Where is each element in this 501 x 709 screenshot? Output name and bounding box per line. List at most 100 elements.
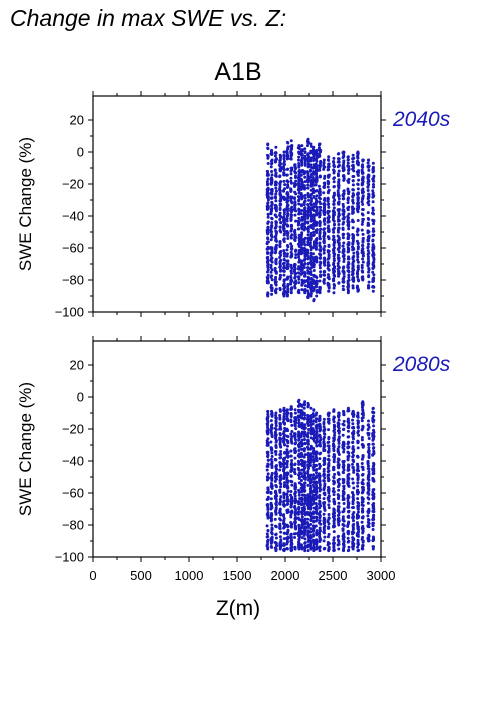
data-point	[297, 250, 301, 254]
data-point	[319, 253, 323, 257]
data-point	[299, 248, 303, 252]
data-point	[266, 455, 270, 459]
data-point	[366, 239, 370, 243]
data-point	[266, 236, 270, 240]
data-point	[265, 441, 269, 445]
data-point	[361, 509, 365, 513]
data-point	[360, 405, 364, 409]
data-point	[346, 158, 350, 162]
data-point	[341, 433, 345, 437]
data-point	[342, 178, 346, 182]
data-point	[317, 546, 321, 550]
data-point	[297, 542, 301, 546]
data-point	[285, 547, 289, 551]
data-point	[315, 174, 319, 178]
data-point	[282, 493, 286, 497]
data-point	[300, 186, 304, 190]
data-point	[332, 254, 336, 258]
data-point	[315, 486, 319, 490]
data-point	[266, 245, 270, 249]
data-point	[347, 168, 351, 172]
data-point	[332, 493, 336, 497]
data-point	[337, 431, 341, 435]
data-point	[341, 156, 345, 160]
data-point	[371, 189, 375, 193]
data-point	[306, 226, 310, 230]
data-point	[273, 524, 277, 528]
data-point	[322, 518, 326, 522]
data-point	[311, 422, 315, 426]
data-point	[285, 454, 289, 458]
data-point	[303, 287, 307, 291]
data-point	[312, 154, 316, 158]
data-point	[278, 468, 282, 472]
data-point	[323, 222, 327, 226]
data-point	[293, 526, 297, 530]
data-point	[337, 219, 341, 223]
data-point	[367, 286, 371, 290]
data-point	[290, 459, 294, 463]
data-point	[356, 532, 360, 536]
y-tick-label: 20	[70, 358, 84, 373]
data-point	[333, 433, 337, 437]
data-point	[346, 232, 350, 236]
data-point	[311, 205, 315, 209]
data-point	[337, 414, 341, 418]
data-point	[326, 444, 330, 448]
data-point	[285, 248, 289, 252]
data-point	[315, 275, 319, 279]
data-point	[336, 543, 340, 547]
data-point	[285, 191, 289, 195]
data-point	[269, 514, 273, 518]
data-point	[352, 531, 356, 535]
data-point	[336, 189, 340, 193]
x-tick-label: 3000	[367, 568, 396, 583]
data-point	[273, 450, 277, 454]
y-axis-label: SWE Change (%)	[16, 382, 35, 516]
data-point	[361, 197, 365, 201]
data-point	[278, 164, 282, 168]
data-point	[336, 447, 340, 451]
data-point	[315, 464, 319, 468]
data-point	[351, 183, 355, 187]
data-point	[293, 408, 297, 412]
data-point	[293, 515, 297, 519]
data-point	[318, 219, 322, 223]
data-point	[296, 510, 300, 514]
data-point	[312, 259, 316, 263]
data-point	[332, 165, 336, 169]
data-point	[303, 403, 307, 407]
data-point	[326, 276, 330, 280]
data-point	[278, 169, 282, 173]
data-point	[327, 497, 331, 501]
data-point	[351, 513, 355, 517]
data-point	[282, 406, 286, 410]
data-point	[293, 233, 297, 237]
data-point	[372, 212, 376, 216]
data-point	[300, 209, 304, 213]
data-point	[306, 275, 310, 279]
data-point	[312, 419, 316, 423]
data-point	[279, 478, 283, 482]
data-point	[347, 190, 351, 194]
data-point	[312, 158, 316, 162]
data-point	[286, 155, 290, 159]
data-point	[293, 282, 297, 286]
data-point	[302, 406, 306, 410]
data-point	[366, 510, 370, 514]
data-point	[285, 408, 289, 412]
data-point	[286, 439, 290, 443]
data-point	[300, 490, 304, 494]
data-point	[336, 172, 340, 176]
data-point	[323, 259, 327, 263]
data-point	[332, 420, 336, 424]
data-point	[355, 513, 359, 517]
data-point	[274, 291, 278, 295]
data-point	[278, 488, 282, 492]
data-point	[282, 161, 286, 165]
data-point	[273, 183, 277, 187]
data-point	[318, 417, 322, 421]
data-point	[314, 223, 318, 227]
data-point	[312, 520, 316, 524]
data-point	[351, 502, 355, 506]
